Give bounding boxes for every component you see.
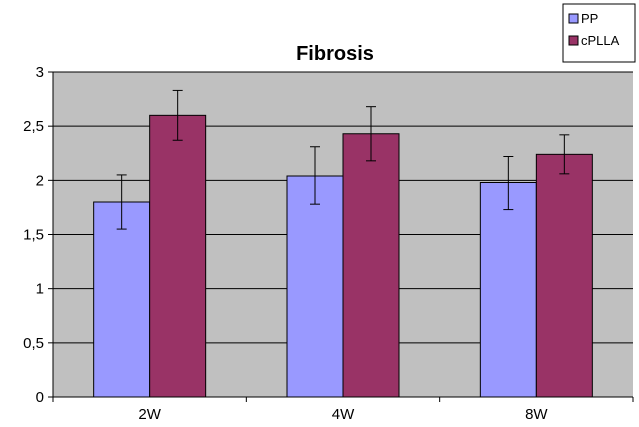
y-tick-label: 0 [36,389,44,406]
y-tick-label: 3 [36,64,44,81]
x-tick-label: 2W [138,406,161,423]
y-tick-label: 2 [36,172,44,189]
x-tick-labels: 2W 4W 8W [138,406,548,423]
x-tick-label: 4W [332,406,355,423]
legend-label-cplla: cPLLA [581,33,620,48]
bars [93,114,593,398]
y-tick-label: 1 [36,281,44,298]
legend-swatch-cplla [568,35,579,46]
y-tick-label: 2,5 [23,118,44,135]
legend: PP cPLLA [562,3,636,63]
bar-pp-2w [93,201,151,398]
y-tick-labels: 0 0,5 1 1,5 2 2,5 3 [23,64,44,406]
chart-title: Fibrosis [296,43,374,65]
x-tick-label: 8W [525,406,548,423]
legend-swatch-pp [568,13,579,24]
error-bar-pp-8w [503,156,514,211]
bar-cplla-2w [149,114,207,398]
error-bar-cplla-8w [559,134,570,175]
bar-cplla-4w [342,133,400,398]
error-bars [116,89,570,230]
y-tick-label: 1,5 [23,227,44,244]
legend-label-pp: PP [581,11,598,26]
error-bar-pp-4w [310,146,320,205]
y-tick-label: 0,5 [23,335,44,352]
error-bar-cplla-2w [172,89,183,141]
error-bar-cplla-4w [366,106,376,162]
bar-pp-4w [286,175,344,398]
bar-cplla-8w [535,153,593,398]
axes [48,71,634,402]
bar-pp-8w [479,182,537,398]
error-bar-pp-2w [116,174,127,230]
